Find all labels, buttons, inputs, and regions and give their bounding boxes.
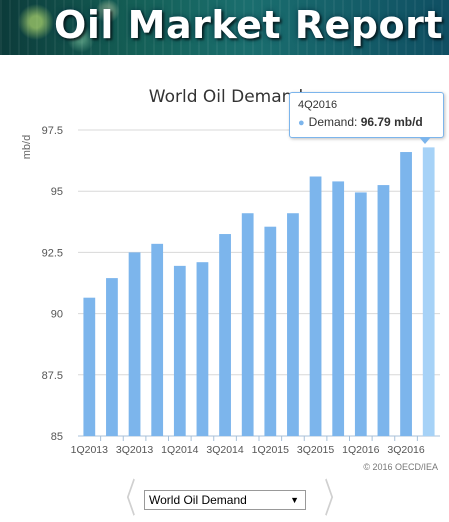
tooltip-period: 4Q2016 xyxy=(298,99,338,111)
bar-2Q2016[interactable] xyxy=(377,185,390,436)
bars xyxy=(83,147,435,437)
bar-1Q2014[interactable] xyxy=(173,265,186,436)
y-tick-label: 87.5 xyxy=(42,370,63,382)
tooltip-value: 96.79 mb/d xyxy=(360,115,423,129)
chart-select[interactable]: World Oil Demand ▼ xyxy=(144,490,306,510)
chart-navigator: 〈 World Oil Demand ▼ 〉 xyxy=(108,476,347,522)
x-tick-label: 3Q2014 xyxy=(206,444,244,456)
y-tick-label: 97.5 xyxy=(42,125,63,137)
x-tick-label: 3Q2015 xyxy=(297,444,335,456)
bar-3Q2015[interactable] xyxy=(309,176,322,436)
y-axis-label: mb/d xyxy=(21,135,33,159)
chevron-left-icon[interactable]: 〈 xyxy=(114,476,137,522)
bar-2Q2014[interactable] xyxy=(196,262,209,436)
chevron-right-icon[interactable]: 〉 xyxy=(324,476,347,522)
bar-4Q2015[interactable] xyxy=(332,181,345,436)
series-dot-icon: ● xyxy=(298,117,305,129)
bar-4Q2016[interactable] xyxy=(422,147,435,436)
tooltip: 4Q2016 ● Demand: 96.79 mb/d xyxy=(289,92,444,138)
chart-title: World Oil Demand xyxy=(149,87,303,107)
bar-2Q2015[interactable] xyxy=(287,213,299,436)
y-tick-label: 85 xyxy=(51,431,63,443)
x-tick-label: 1Q2014 xyxy=(161,444,199,456)
y-tick-label: 95 xyxy=(51,186,63,198)
x-tick-labels: 1Q2013 3Q2013 1Q2014 3Q2014 1Q2015 3Q2015 1Q20… xyxy=(71,436,425,456)
x-tick-label: 1Q2015 xyxy=(252,444,290,456)
bar-4Q2013[interactable] xyxy=(151,243,164,436)
banner: Oil Market Report xyxy=(0,0,449,55)
bar-4Q2014[interactable] xyxy=(241,213,254,436)
chart-select-value: World Oil Demand xyxy=(149,493,247,507)
bar-1Q2013[interactable] xyxy=(83,297,96,436)
tooltip-pointer xyxy=(419,137,431,144)
y-tick-label: 90 xyxy=(51,309,63,321)
x-tick-label: 1Q2016 xyxy=(342,444,380,456)
bar-3Q2013[interactable] xyxy=(128,252,141,436)
oil-demand-chart: World Oil Demand mb/d 85 87.5 90 92.5 95 97.5… xyxy=(21,87,440,472)
y-tick-label: 92.5 xyxy=(42,247,63,259)
chart-credit[interactable]: © 2016 OECD/IEA xyxy=(363,462,438,472)
bar-3Q2014[interactable] xyxy=(219,234,231,436)
bar-2Q2013[interactable] xyxy=(106,278,118,436)
bar-1Q2015[interactable] xyxy=(264,226,277,436)
x-tick-label: 3Q2016 xyxy=(387,444,425,456)
x-tick-label: 1Q2013 xyxy=(71,444,109,456)
banner-title: Oil Market Report xyxy=(54,3,443,47)
bar-3Q2016[interactable] xyxy=(400,152,412,437)
caret-down-icon: ▼ xyxy=(290,495,299,505)
tooltip-series-label: Demand: xyxy=(308,115,358,129)
bar-1Q2016[interactable] xyxy=(354,192,367,436)
y-tick-labels: 85 87.5 90 92.5 95 97.5 xyxy=(42,125,63,443)
x-tick-label: 3Q2013 xyxy=(116,444,154,456)
